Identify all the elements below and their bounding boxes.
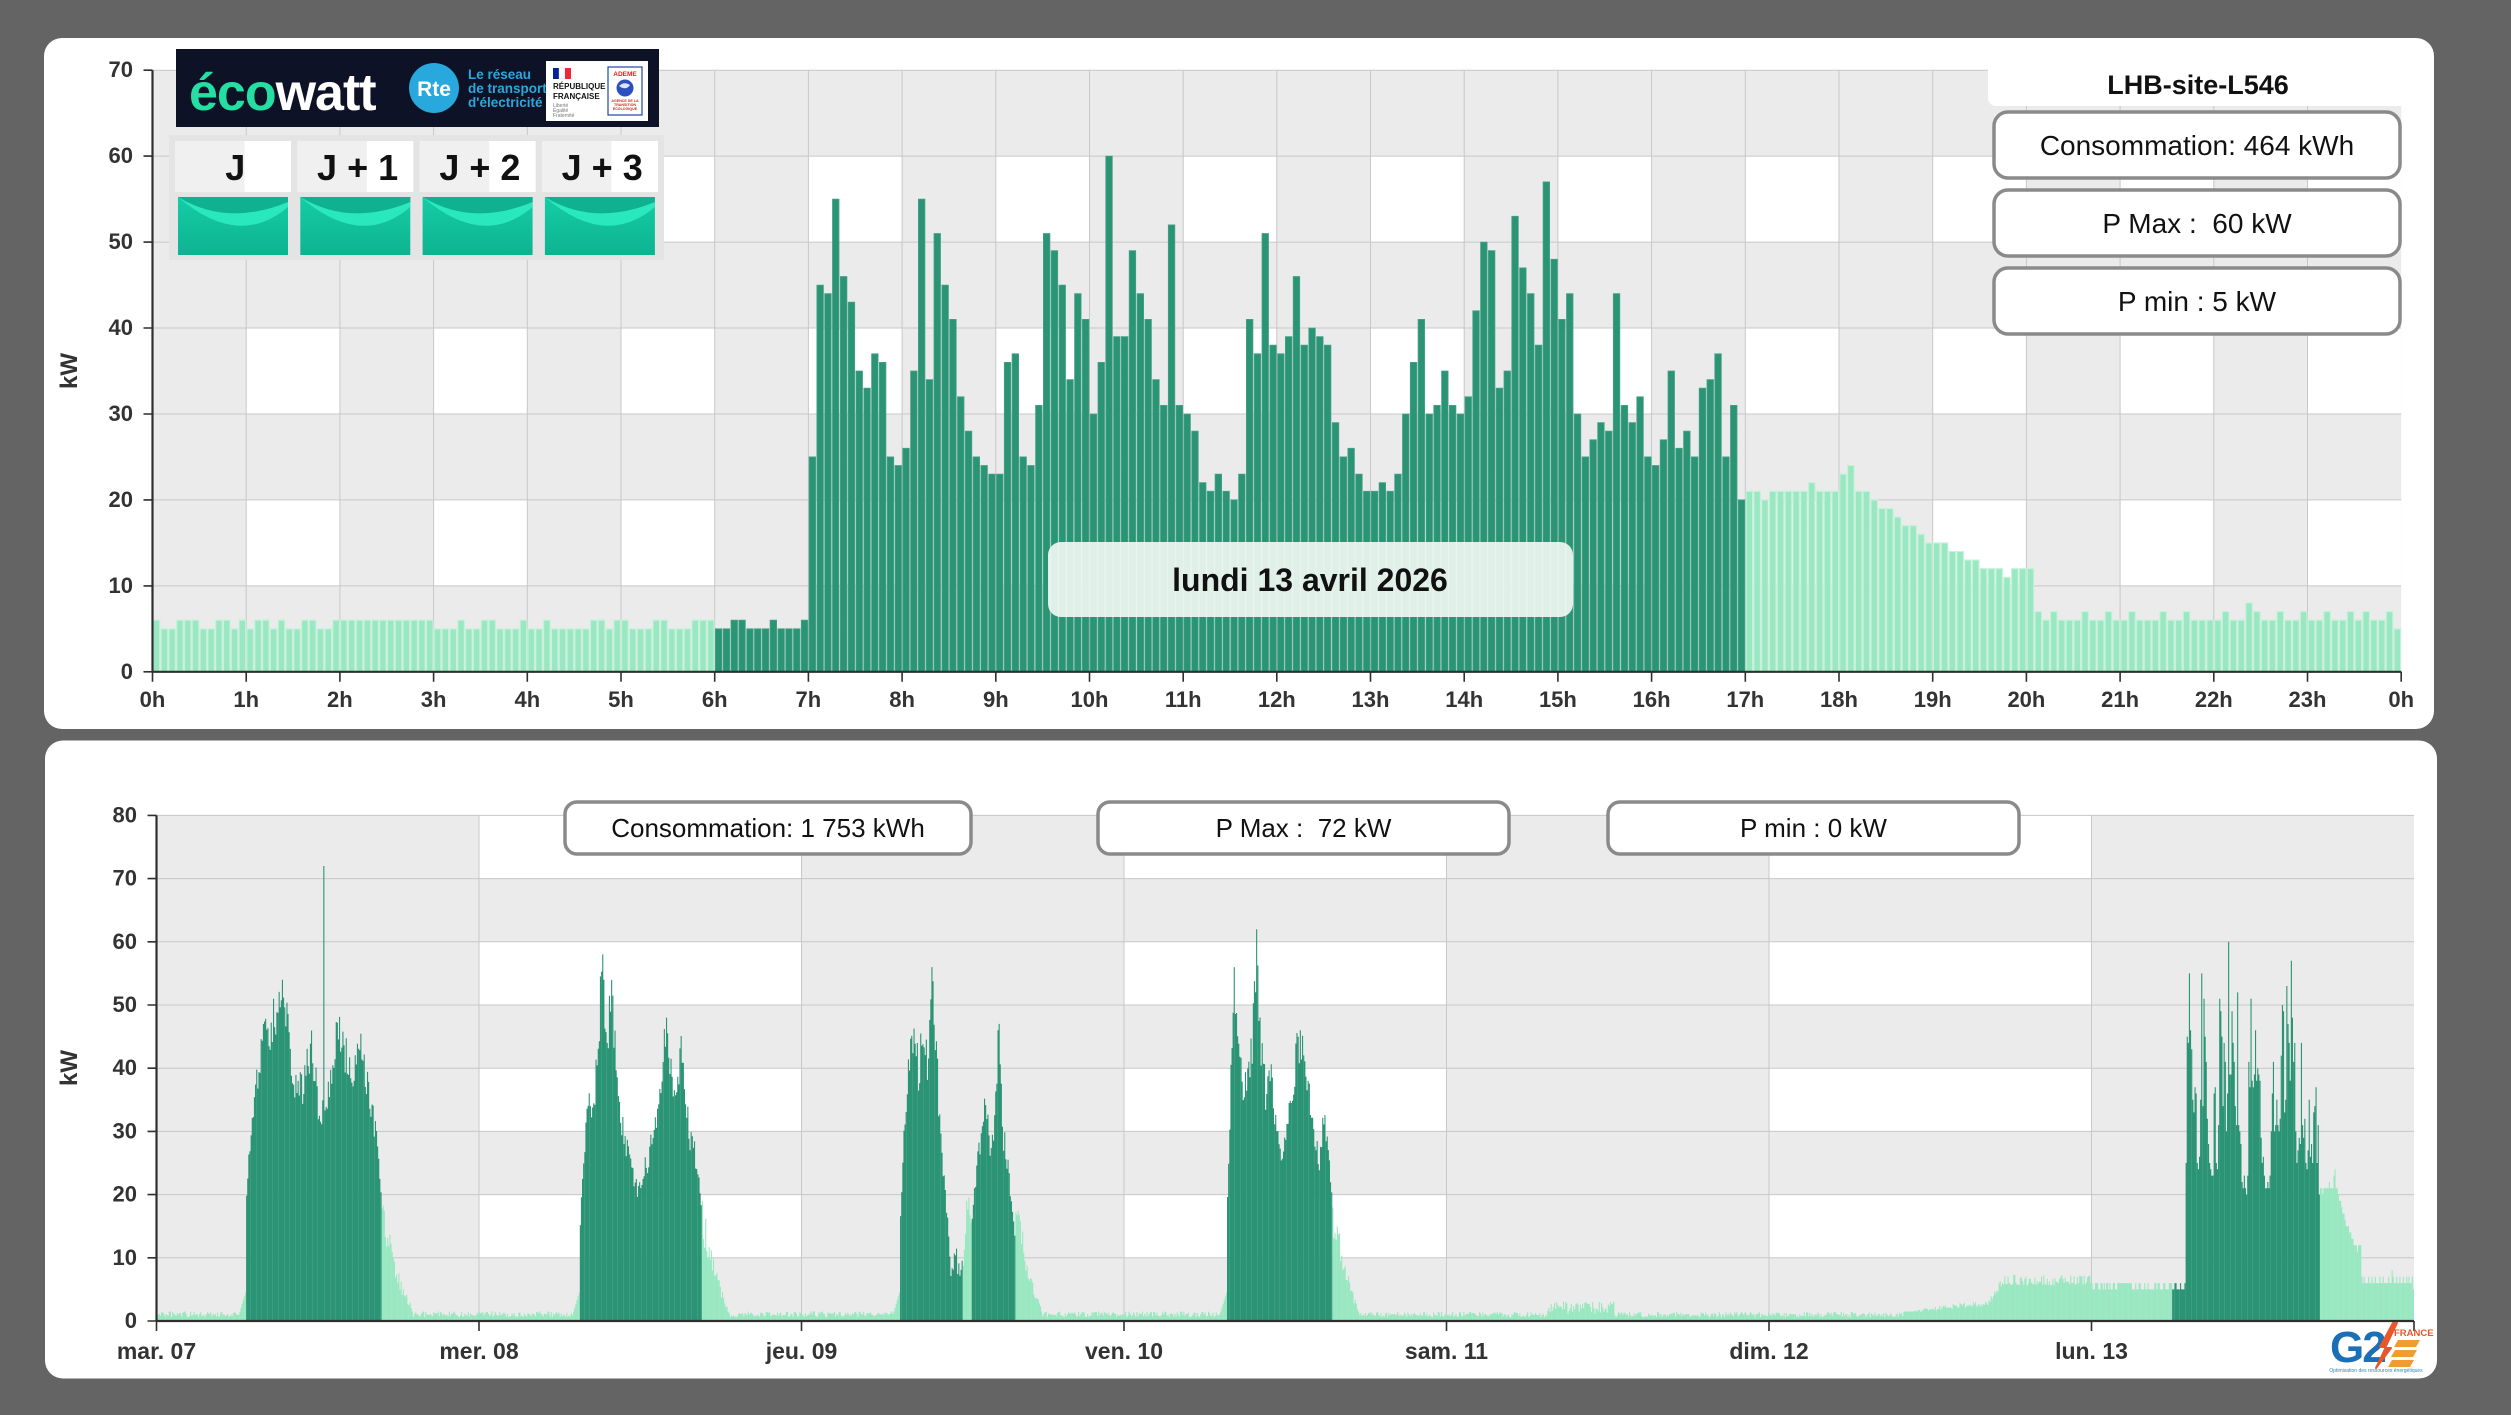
svg-text:18h: 18h (1820, 687, 1858, 712)
svg-text:J + 1: J + 1 (317, 147, 398, 188)
svg-text:20: 20 (109, 487, 133, 512)
svg-text:J + 2: J + 2 (439, 147, 520, 188)
svg-text:Rte: Rte (417, 78, 451, 101)
svg-text:60: 60 (113, 929, 137, 954)
svg-text:50: 50 (109, 229, 133, 254)
svg-text:kW: kW (56, 1050, 83, 1086)
svg-text:30: 30 (113, 1118, 137, 1143)
svg-text:P Max : 60 kW: P Max : 60 kW (2102, 208, 2292, 239)
svg-text:0h: 0h (2388, 687, 2414, 712)
svg-text:15h: 15h (1539, 687, 1577, 712)
svg-text:0: 0 (125, 1308, 137, 1333)
svg-text:FRANCE: FRANCE (2394, 1328, 2434, 1339)
svg-text:dim. 12: dim. 12 (1729, 1338, 1808, 1364)
svg-text:40: 40 (113, 1055, 137, 1080)
svg-text:5h: 5h (608, 687, 634, 712)
svg-text:Le réseau: Le réseau (468, 67, 531, 82)
svg-text:0h: 0h (140, 687, 166, 712)
svg-text:d'électricité: d'électricité (468, 95, 543, 110)
svg-text:17h: 17h (1726, 687, 1764, 712)
svg-text:jeu. 09: jeu. 09 (765, 1338, 838, 1364)
svg-text:2h: 2h (327, 687, 353, 712)
svg-text:Égalité: Égalité (553, 107, 569, 114)
svg-text:3h: 3h (421, 687, 447, 712)
svg-text:J: J (225, 147, 245, 188)
svg-text:70: 70 (109, 57, 133, 82)
svg-text:P min : 5 kW: P min : 5 kW (2118, 286, 2277, 317)
svg-text:7h: 7h (796, 687, 822, 712)
svg-text:30: 30 (109, 401, 133, 426)
svg-text:Liberté: Liberté (553, 103, 569, 109)
svg-text:TRANSITION: TRANSITION (614, 103, 636, 107)
svg-text:lundi 13 avril 2026: lundi 13 avril 2026 (1172, 562, 1448, 598)
svg-text:20h: 20h (2007, 687, 2045, 712)
svg-text:FRANÇAISE: FRANÇAISE (553, 92, 600, 101)
svg-text:22h: 22h (2195, 687, 2233, 712)
svg-text:10: 10 (109, 573, 133, 598)
svg-text:13h: 13h (1352, 687, 1390, 712)
svg-text:9h: 9h (983, 687, 1009, 712)
svg-text:0: 0 (121, 659, 133, 684)
svg-text:mar. 07: mar. 07 (117, 1338, 196, 1364)
svg-text:P min : 0 kW: P min : 0 kW (1740, 813, 1887, 843)
svg-text:J + 3: J + 3 (562, 147, 643, 188)
svg-text:sam. 11: sam. 11 (1405, 1338, 1488, 1364)
svg-text:kW: kW (56, 353, 83, 389)
svg-text:19h: 19h (1914, 687, 1952, 712)
svg-text:40: 40 (109, 315, 133, 340)
svg-text:ven. 10: ven. 10 (1085, 1338, 1163, 1364)
svg-text:10h: 10h (1071, 687, 1109, 712)
svg-text:Consommation: 464 kWh: Consommation: 464 kWh (2040, 130, 2354, 161)
svg-text:60: 60 (109, 143, 133, 168)
svg-text:RÉPUBLIQUE: RÉPUBLIQUE (553, 82, 606, 91)
svg-text:1h: 1h (233, 687, 259, 712)
svg-text:23h: 23h (2289, 687, 2327, 712)
svg-text:4h: 4h (514, 687, 540, 712)
svg-text:10: 10 (113, 1245, 137, 1270)
svg-text:Fraternité: Fraternité (553, 113, 575, 119)
svg-text:AGENCE DE LA: AGENCE DE LA (611, 99, 639, 103)
svg-text:11h: 11h (1165, 687, 1202, 712)
svg-text:P Max : 72 kW: P Max : 72 kW (1216, 813, 1392, 843)
svg-text:16h: 16h (1633, 687, 1671, 712)
svg-text:8h: 8h (889, 687, 915, 712)
svg-text:ÉCOLOGIQUE: ÉCOLOGIQUE (613, 106, 638, 111)
svg-text:écowatt: écowatt (189, 64, 376, 122)
svg-text:20: 20 (113, 1182, 137, 1207)
svg-text:de transport: de transport (468, 81, 547, 96)
svg-text:LHB-site-L546: LHB-site-L546 (2107, 70, 2289, 100)
svg-text:6h: 6h (702, 687, 728, 712)
svg-text:12h: 12h (1258, 687, 1296, 712)
svg-text:80: 80 (113, 802, 137, 827)
svg-text:mer. 08: mer. 08 (439, 1338, 518, 1364)
svg-text:ADEME: ADEME (613, 71, 637, 78)
svg-text:Consommation: 1 753 kWh: Consommation: 1 753 kWh (611, 813, 925, 843)
svg-text:21h: 21h (2101, 687, 2139, 712)
svg-text:14h: 14h (1445, 687, 1483, 712)
svg-text:70: 70 (113, 866, 137, 891)
svg-text:50: 50 (113, 992, 137, 1017)
svg-text:lun. 13: lun. 13 (2055, 1338, 2128, 1364)
svg-text:Optimisation des ressources én: Optimisation des ressources énergétiques (2329, 1368, 2423, 1374)
